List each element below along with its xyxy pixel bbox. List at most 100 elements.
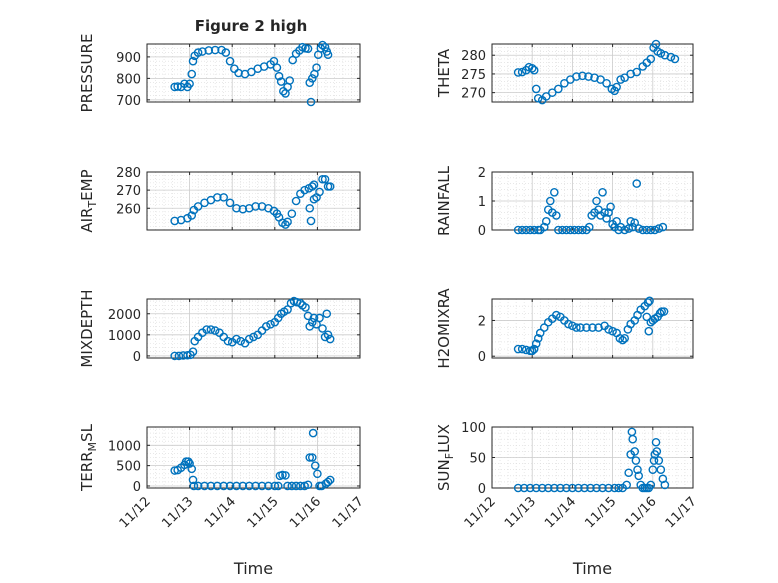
data-point — [651, 437, 661, 447]
data-point — [210, 326, 220, 335]
data-point — [610, 483, 619, 493]
data-point — [317, 481, 326, 491]
data-point — [622, 480, 631, 490]
data-point — [554, 84, 563, 94]
data-point — [525, 225, 535, 235]
y-tick-label: 2000 — [108, 308, 141, 323]
x-tick-label: 11/17 — [663, 494, 700, 531]
data-point — [632, 179, 642, 188]
x-tick-label: 11/15 — [245, 494, 282, 531]
data-point — [612, 82, 621, 92]
data-point — [310, 461, 320, 470]
data-point — [548, 88, 557, 97]
y-axis-label: AIRTEMP — [78, 169, 99, 232]
data-point — [560, 78, 569, 88]
data-point — [562, 225, 571, 235]
subplot-5: 0 1000 2000 MIXDEPTH — [78, 289, 361, 368]
data-point — [616, 75, 625, 84]
data-point — [604, 325, 613, 334]
y-axis-label: PRESSURE — [78, 34, 96, 113]
data-point — [517, 344, 527, 354]
data-point — [562, 483, 571, 493]
data-point — [251, 481, 260, 491]
x-axis-label: Time — [233, 559, 273, 578]
data-point — [325, 475, 335, 485]
data-point — [283, 481, 292, 491]
subplot-1: 700 800 900 PRESSURE — [78, 34, 361, 113]
data-point — [654, 456, 664, 465]
data-point — [238, 481, 248, 491]
data-point — [598, 187, 607, 197]
data-point — [612, 216, 621, 226]
data-point — [584, 222, 594, 232]
data-point — [550, 483, 559, 493]
data-point — [568, 321, 577, 331]
axes-box — [146, 426, 361, 489]
x-axis-label: Time — [572, 559, 612, 578]
data-point — [318, 174, 327, 184]
subplot-3: 260 270 280 AIRTEMP — [78, 166, 361, 233]
data-point — [307, 453, 317, 462]
data-point — [568, 483, 577, 493]
data-point — [630, 447, 640, 456]
data-point — [657, 307, 666, 316]
y-tick-label: 0 — [133, 480, 141, 495]
data-point — [170, 351, 179, 361]
data-point — [578, 225, 587, 235]
data-point — [656, 49, 666, 58]
data-point — [608, 326, 617, 336]
data-point — [244, 334, 254, 344]
data-point — [541, 216, 551, 226]
y-tick-label: 700 — [116, 94, 141, 109]
data-point — [236, 336, 246, 346]
y-tick-label: 500 — [116, 460, 141, 475]
y-axis-label: TERRMSL — [78, 423, 99, 492]
data-point — [604, 483, 613, 493]
data-point — [643, 298, 653, 307]
data-point — [631, 456, 641, 465]
data-point — [212, 481, 222, 491]
data-point — [183, 213, 192, 223]
data-point — [170, 82, 179, 92]
data-point — [655, 309, 665, 318]
y-tick-label: 280 — [461, 49, 486, 64]
data-point — [276, 77, 286, 86]
data-point — [645, 296, 654, 306]
data-point — [193, 481, 203, 491]
data-point — [531, 84, 541, 94]
data-point — [537, 483, 547, 493]
data-point — [307, 182, 317, 191]
data-point — [570, 225, 579, 235]
data-point — [582, 323, 591, 332]
data-point — [604, 208, 613, 217]
data-point — [312, 63, 321, 72]
data-point — [558, 225, 567, 235]
data-point — [525, 483, 535, 493]
data-point — [572, 72, 581, 81]
data-point — [325, 182, 335, 191]
data-point — [301, 303, 310, 312]
data-point — [307, 74, 317, 83]
data-point — [618, 335, 627, 345]
data-point — [187, 211, 197, 220]
data-point — [188, 56, 198, 66]
data-point — [219, 193, 228, 202]
data-point — [628, 434, 638, 444]
data-point — [517, 225, 527, 235]
y-tick-label: 2 — [478, 166, 486, 181]
data-point — [170, 216, 179, 226]
data-point — [626, 216, 635, 226]
data-point — [634, 224, 644, 233]
data-point — [652, 447, 662, 456]
y-tick-label: 0 — [478, 482, 486, 497]
data-point — [303, 480, 313, 490]
data-point — [210, 45, 220, 55]
data-point — [592, 196, 601, 206]
data-point — [594, 323, 603, 332]
data-point — [541, 92, 551, 101]
y-tick-label: 800 — [116, 72, 141, 87]
y-axis-label: RAINFALL — [435, 165, 453, 236]
data-point — [296, 298, 305, 308]
data-point — [225, 481, 235, 491]
x-tick-label: 11/14 — [542, 494, 579, 531]
